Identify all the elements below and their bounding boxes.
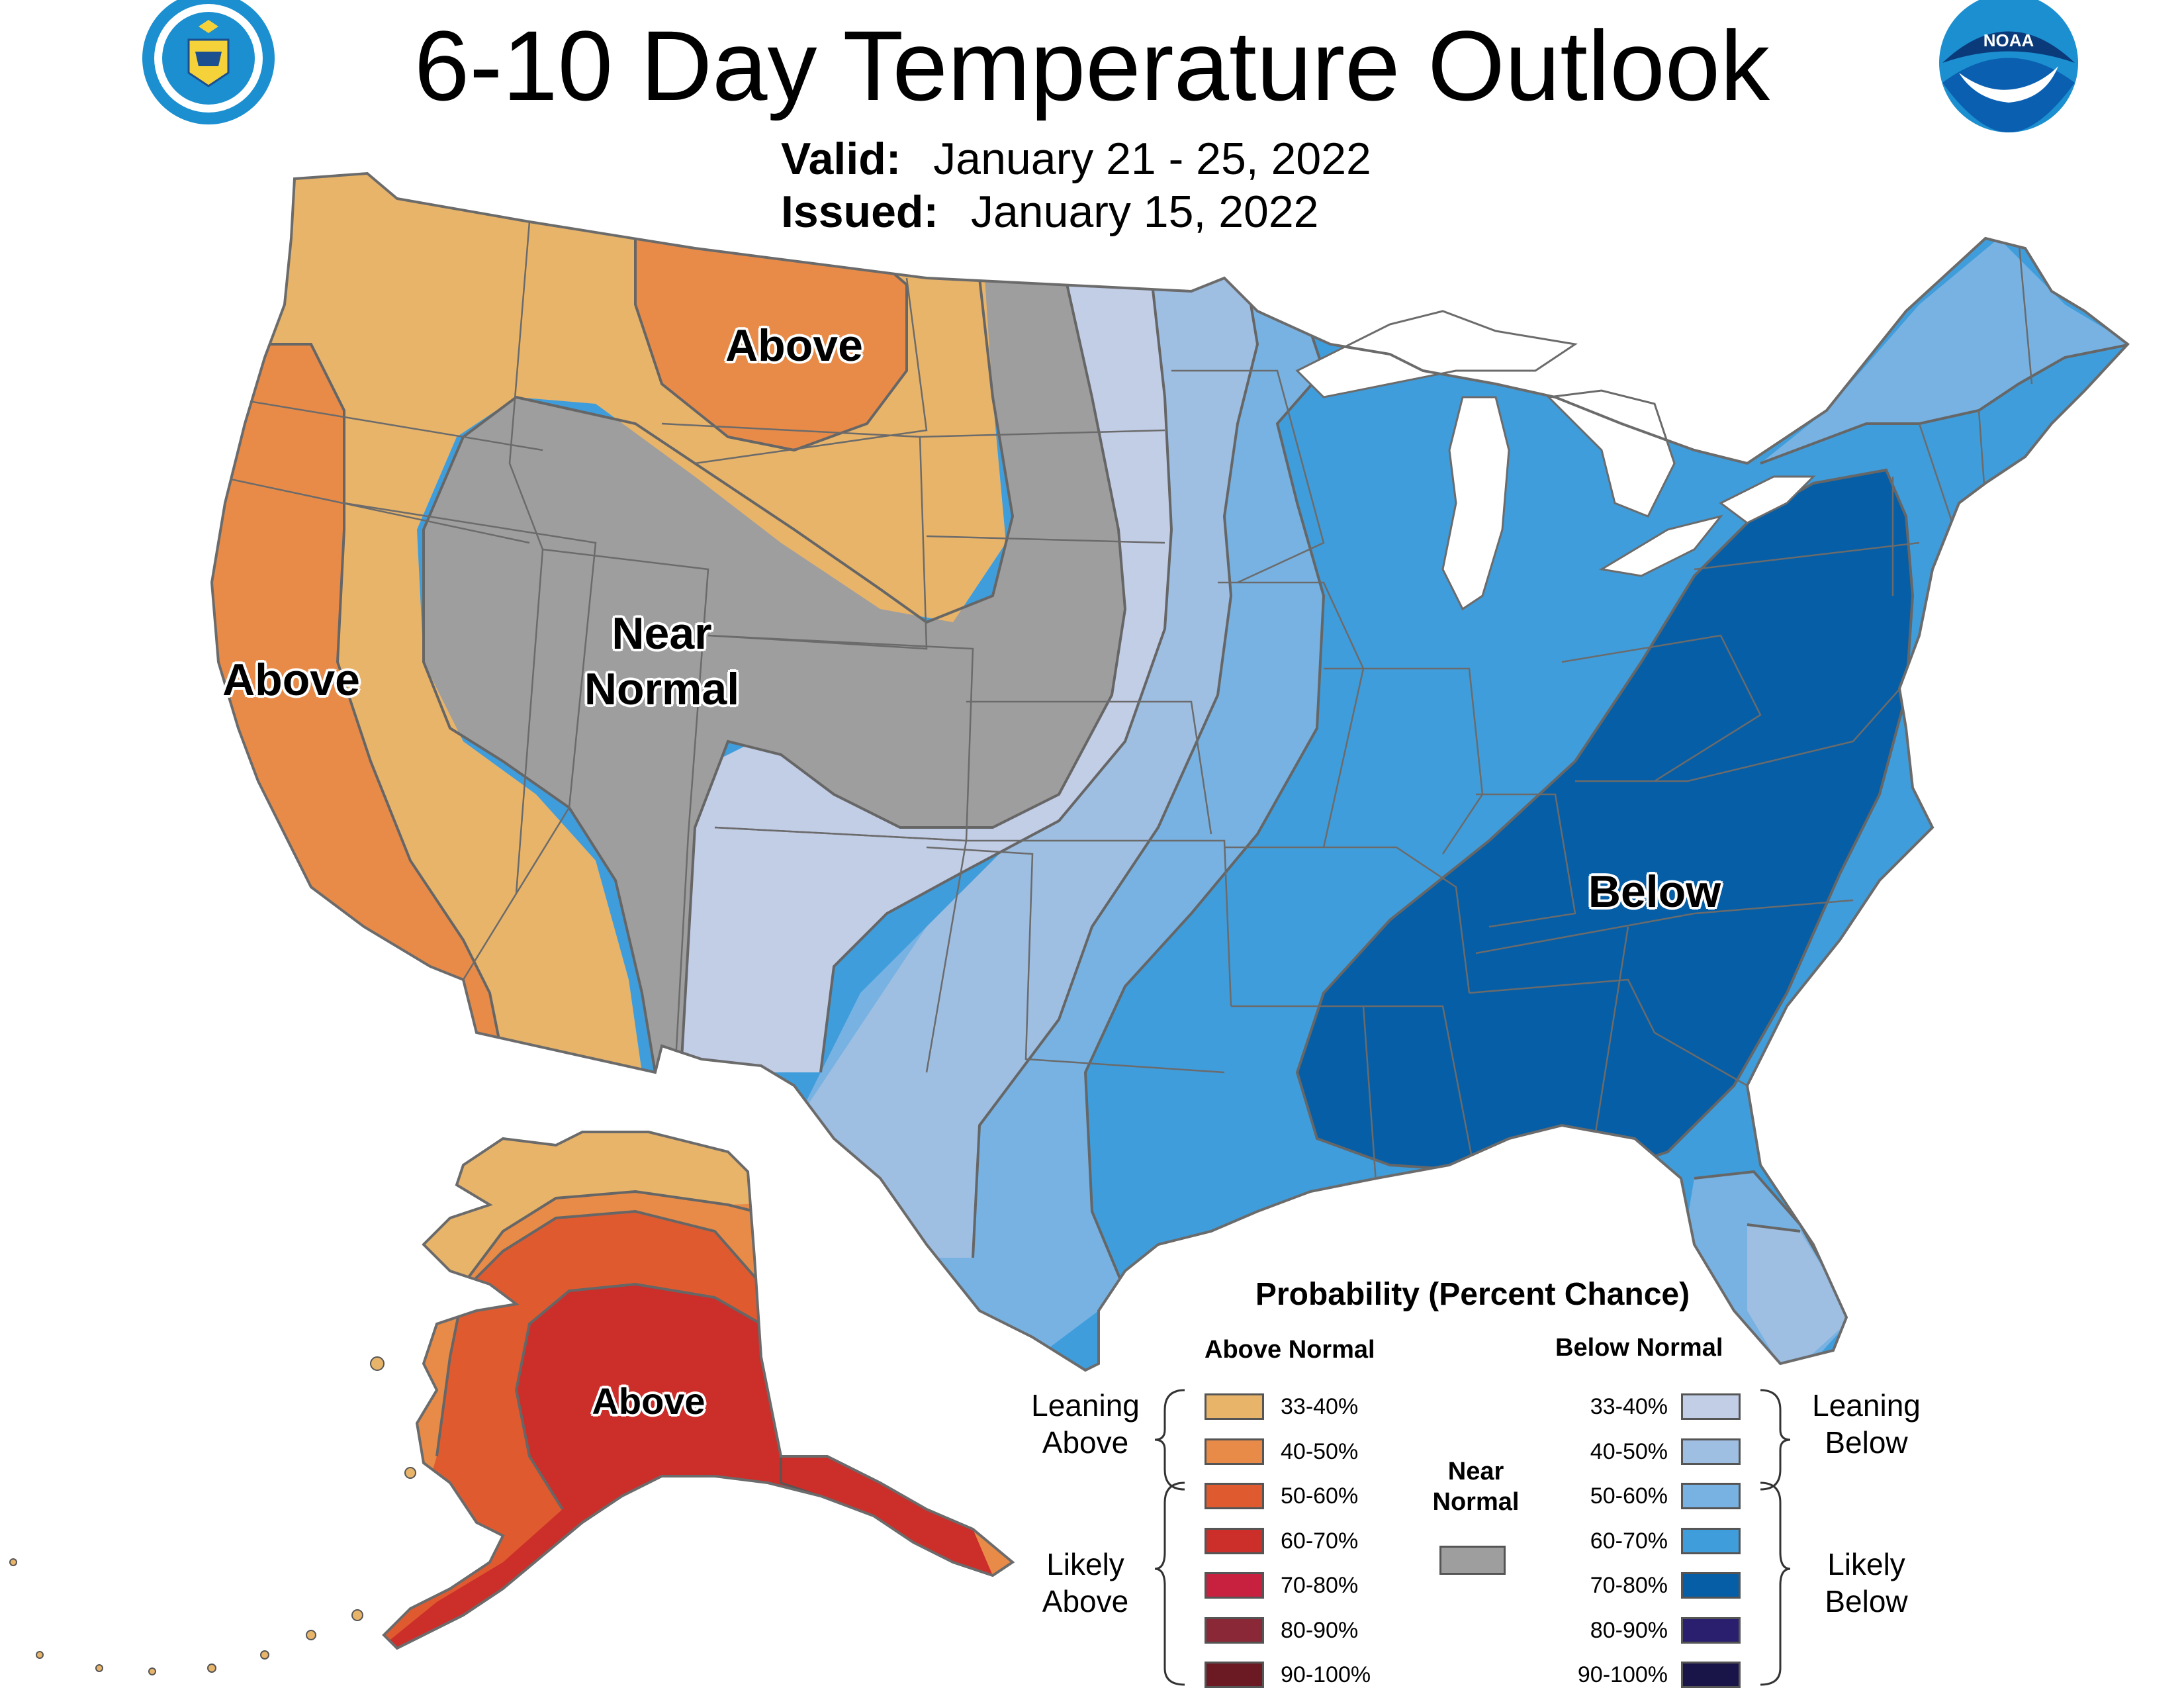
alaska-panhandle (780, 1455, 1015, 1577)
valid-label: Valid: (781, 134, 901, 184)
label-below-southeast: Below (1588, 867, 1721, 917)
valid-row: Valid: January 21 - 25, 2022 (781, 132, 1371, 185)
valid-value: January 21 - 25, 2022 (933, 134, 1371, 184)
likely-below-line2: Below (1825, 1584, 1908, 1618)
legend-above-range: 50-60% (1281, 1483, 1359, 1509)
issued-row: Issued: January 15, 2022 (781, 185, 1371, 238)
likely-below-line1: Likely (1827, 1547, 1905, 1581)
legend-above-swatch (1205, 1572, 1264, 1599)
legend-likely-below: Likely Below (1794, 1546, 1939, 1620)
legend-above-range: 70-80% (1281, 1573, 1359, 1598)
legend-above-swatch (1205, 1527, 1264, 1554)
valid-issued-block: Valid: January 21 - 25, 2022 Issued: Jan… (781, 132, 1371, 238)
legend-near-normal-label: Near Normal (1410, 1456, 1542, 1517)
region-below-70-80 (1297, 470, 1913, 1178)
leaning-below-line1: Leaning (1812, 1388, 1921, 1423)
label-above-alaska: Above (592, 1380, 705, 1422)
legend-below-swatch (1681, 1393, 1741, 1420)
region-above-40-50-montana (635, 225, 907, 450)
legend-above-range: 60-70% (1281, 1528, 1359, 1554)
issued-value: January 15, 2022 (970, 187, 1319, 237)
legend-below-swatch (1681, 1483, 1741, 1509)
legend-above-swatch (1205, 1393, 1264, 1420)
region-below-40-50-florida (1747, 1225, 1853, 1370)
legend-near-normal-line2: Normal (1432, 1488, 1520, 1516)
label-above-west-coast: Above (222, 655, 360, 705)
legend-leaning-above: Leaning Above (1013, 1387, 1158, 1461)
legend-below-range: 40-50% (1590, 1438, 1668, 1464)
legend-above-range: 80-90% (1281, 1617, 1359, 1643)
page-title: 6-10 Day Temperature Outlook (414, 10, 1770, 121)
noaa-logo-text: NOAA (1983, 30, 2034, 50)
issued-label: Issued: (781, 187, 939, 237)
legend-near-normal-line1: Near (1447, 1458, 1504, 1485)
legend-below-range: 60-70% (1590, 1528, 1668, 1554)
legend-below-range: 80-90% (1590, 1617, 1668, 1643)
great-lakes (1295, 310, 1816, 611)
legend-below-range: 33-40% (1590, 1394, 1668, 1419)
legend-likely-above: Likely Above (1013, 1546, 1158, 1620)
label-above-northern-plains: Above (725, 320, 863, 371)
legend-above-swatch (1205, 1662, 1264, 1688)
legend-below-swatch (1681, 1617, 1741, 1644)
legend-above-swatch (1205, 1617, 1264, 1644)
legend-below-swatch (1681, 1572, 1741, 1599)
legend-below-swatch (1681, 1438, 1741, 1465)
legend-above-range: 33-40% (1281, 1394, 1359, 1419)
region-below-33-40 (662, 278, 1171, 1072)
legend-below-header: Below Normal (1555, 1334, 1723, 1362)
legend-leaning-below: Leaning Below (1794, 1387, 1939, 1461)
region-near-normal (424, 278, 1125, 1072)
legend-near-normal-swatch (1439, 1546, 1506, 1575)
legend-below-range: 70-80% (1590, 1573, 1668, 1598)
legend-title: Probability (Percent Chance) (1255, 1277, 1690, 1312)
near-normal-line1: Near (612, 608, 712, 659)
alaska-panhandle-tip (973, 1529, 1013, 1575)
leaning-above-line2: Above (1042, 1425, 1129, 1460)
legend-below-swatch (1681, 1662, 1741, 1688)
label-near-normal: Near Normal (556, 606, 768, 717)
leaning-below-line2: Below (1825, 1425, 1908, 1460)
likely-above-line1: Likely (1046, 1547, 1124, 1581)
leaning-above-line1: Leaning (1031, 1388, 1140, 1423)
legend-above-header: Above Normal (1205, 1336, 1375, 1364)
likely-above-line2: Above (1042, 1584, 1129, 1618)
state-borders (218, 221, 2033, 1192)
legend-above-swatch (1205, 1483, 1264, 1509)
near-normal-line2: Normal (584, 664, 740, 714)
legend-below-swatch (1681, 1527, 1741, 1554)
legend-above-swatch (1205, 1438, 1264, 1465)
legend-above-range: 40-50% (1281, 1438, 1359, 1464)
noaa-logo (1939, 0, 2078, 132)
legend-below-range: 50-60% (1590, 1483, 1668, 1509)
legend-below-range: 90-100% (1577, 1662, 1668, 1687)
region-below-50-60-northeast (1760, 238, 2128, 463)
aleutian-islands (9, 1356, 416, 1675)
commerce-seal-logo (142, 0, 275, 124)
legend-above-range: 90-100% (1281, 1662, 1371, 1687)
